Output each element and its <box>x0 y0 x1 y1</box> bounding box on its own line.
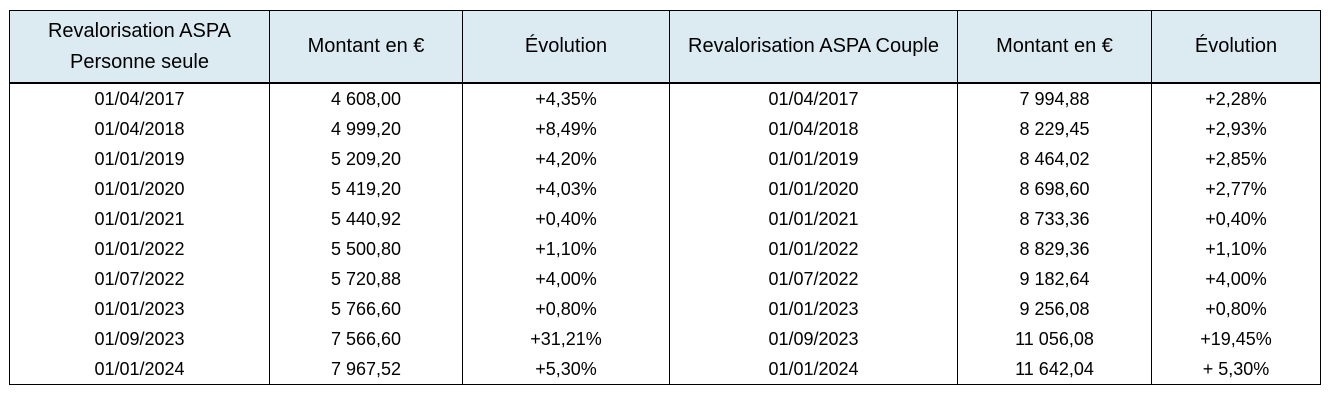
cell-date-single: 01/01/2024 <box>9 354 270 385</box>
cell-amount-single: 5 209,20 <box>269 144 463 174</box>
cell-evolution-single: +4,03% <box>462 174 670 204</box>
table-row: 01/01/2024 7 967,52 +5,30% 01/01/2024 11 642… <box>9 354 1321 385</box>
cell-evolution-couple: +19,45% <box>1151 324 1321 354</box>
cell-amount-single: 7 967,52 <box>269 354 463 385</box>
cell-amount-single: 4 608,00 <box>269 83 463 114</box>
cell-amount-couple: 9 256,08 <box>957 294 1152 324</box>
cell-date-single: 01/01/2020 <box>9 174 270 204</box>
cell-amount-couple: 9 182,64 <box>957 264 1152 294</box>
cell-date-single: 01/01/2019 <box>9 144 270 174</box>
header-row: Revalorisation ASPA Personne seule Monta… <box>9 10 1321 84</box>
cell-date-couple: 01/07/2022 <box>669 264 958 294</box>
cell-evolution-couple: + 5,30% <box>1151 354 1321 385</box>
cell-evolution-couple: +2,28% <box>1151 83 1321 114</box>
cell-amount-couple: 7 994,88 <box>957 83 1152 114</box>
table-row: 01/09/2023 7 566,60 +31,21% 01/09/2023 11 05… <box>9 324 1321 354</box>
cell-date-single: 01/07/2022 <box>9 264 270 294</box>
table-row: 01/01/2022 5 500,80 +1,10% 01/01/2022 8 829,… <box>9 234 1321 264</box>
table-row: 01/01/2019 5 209,20 +4,20% 01/01/2019 8 464,… <box>9 144 1321 174</box>
cell-amount-single: 5 720,88 <box>269 264 463 294</box>
cell-date-single: 01/04/2018 <box>9 114 270 144</box>
cell-amount-couple: 8 829,36 <box>957 234 1152 264</box>
header-single-date: Revalorisation ASPA Personne seule <box>9 10 270 84</box>
cell-amount-single: 5 419,20 <box>269 174 463 204</box>
cell-amount-single: 5 440,92 <box>269 204 463 234</box>
cell-date-couple: 01/01/2021 <box>669 204 958 234</box>
header-couple-evolution: Évolution <box>1151 10 1321 84</box>
cell-date-couple: 01/01/2019 <box>669 144 958 174</box>
cell-date-single: 01/09/2023 <box>9 324 270 354</box>
cell-evolution-single: +0,40% <box>462 204 670 234</box>
cell-amount-couple: 11 642,04 <box>957 354 1152 385</box>
cell-date-couple: 01/01/2022 <box>669 234 958 264</box>
cell-evolution-couple: +2,77% <box>1151 174 1321 204</box>
cell-amount-single: 5 766,60 <box>269 294 463 324</box>
cell-amount-single: 5 500,80 <box>269 234 463 264</box>
table-row: 01/01/2021 5 440,92 +0,40% 01/01/2021 8 733,… <box>9 204 1321 234</box>
cell-evolution-couple: +2,93% <box>1151 114 1321 144</box>
cell-date-couple: 01/04/2017 <box>669 83 958 114</box>
table-row: 01/04/2018 4 999,20 +8,49% 01/04/2018 8 229,… <box>9 114 1321 144</box>
cell-date-single: 01/01/2023 <box>9 294 270 324</box>
table-header: Revalorisation ASPA Personne seule Monta… <box>9 10 1321 84</box>
header-single-amount: Montant en € <box>269 10 463 84</box>
table-body: 01/04/2017 4 608,00 +4,35% 01/04/2017 7 994,… <box>9 83 1321 385</box>
cell-evolution-couple: +1,10% <box>1151 234 1321 264</box>
table-row: 01/01/2023 5 766,60 +0,80% 01/01/2023 9 256,… <box>9 294 1321 324</box>
header-single-line2: Personne seule <box>70 50 209 73</box>
cell-date-couple: 01/04/2018 <box>669 114 958 144</box>
cell-amount-single: 7 566,60 <box>269 324 463 354</box>
header-couple-amount: Montant en € <box>957 10 1152 84</box>
aspa-revaluation-table: Revalorisation ASPA Personne seule Monta… <box>9 10 1321 385</box>
cell-evolution-single: +4,00% <box>462 264 670 294</box>
table-row: 01/04/2017 4 608,00 +4,35% 01/04/2017 7 994,… <box>9 83 1321 114</box>
cell-date-single: 01/01/2021 <box>9 204 270 234</box>
cell-date-single: 01/04/2017 <box>9 83 270 114</box>
cell-date-couple: 01/01/2020 <box>669 174 958 204</box>
cell-evolution-couple: +2,85% <box>1151 144 1321 174</box>
cell-date-couple: 01/01/2023 <box>669 294 958 324</box>
cell-date-couple: 01/01/2024 <box>669 354 958 385</box>
cell-evolution-single: +31,21% <box>462 324 670 354</box>
header-single-line1: Revalorisation ASPA <box>47 19 232 42</box>
cell-evolution-single: +4,20% <box>462 144 670 174</box>
cell-evolution-couple: +0,80% <box>1151 294 1321 324</box>
header-couple-date: Revalorisation ASPA Couple <box>669 10 958 84</box>
cell-evolution-single: +0,80% <box>462 294 670 324</box>
cell-evolution-single: +1,10% <box>462 234 670 264</box>
cell-evolution-couple: +0,40% <box>1151 204 1321 234</box>
cell-evolution-single: +4,35% <box>462 83 670 114</box>
cell-amount-couple: 8 698,60 <box>957 174 1152 204</box>
cell-amount-couple: 11 056,08 <box>957 324 1152 354</box>
cell-date-single: 01/01/2022 <box>9 234 270 264</box>
cell-amount-couple: 8 229,45 <box>957 114 1152 144</box>
cell-evolution-single: +8,49% <box>462 114 670 144</box>
cell-evolution-single: +5,30% <box>462 354 670 385</box>
cell-date-couple: 01/09/2023 <box>669 324 958 354</box>
header-single-evolution: Évolution <box>462 10 670 84</box>
table-row: 01/01/2020 5 419,20 +4,03% 01/01/2020 8 698,… <box>9 174 1321 204</box>
cell-evolution-couple: +4,00% <box>1151 264 1321 294</box>
cell-amount-couple: 8 464,02 <box>957 144 1152 174</box>
table-row: 01/07/2022 5 720,88 +4,00% 01/07/2022 9 182,… <box>9 264 1321 294</box>
cell-amount-couple: 8 733,36 <box>957 204 1152 234</box>
cell-amount-single: 4 999,20 <box>269 114 463 144</box>
